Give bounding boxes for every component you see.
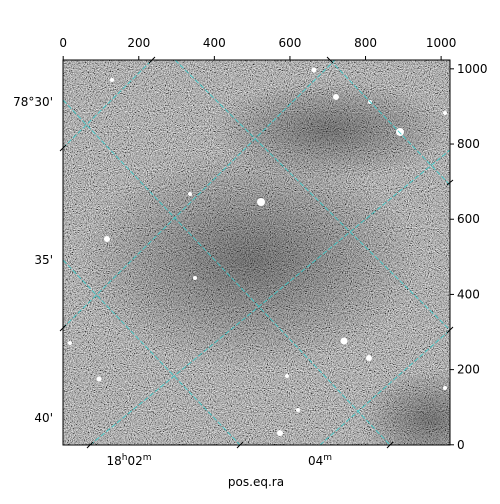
stars (68, 67, 447, 436)
axes-frame (62, 59, 451, 446)
wcs-ticks (59, 56, 454, 449)
y2-tick-label: 0 (457, 438, 465, 452)
ra-number: 18 (106, 454, 121, 468)
sky-image (63, 60, 450, 445)
dec-tick-label: 35' (34, 253, 53, 267)
y2-tick-label: 1000 (457, 62, 488, 76)
x-tick-label: 400 (203, 36, 226, 50)
x-axis-label: pos.eq.ra (228, 475, 284, 489)
x-tick-label: 200 (127, 36, 150, 50)
y2-tick-label: 600 (457, 212, 480, 226)
wcs-grid (63, 60, 450, 445)
ra-number: 02 (127, 454, 142, 468)
ra-unit: h (122, 453, 128, 463)
ra-tick-label: 04m (308, 453, 332, 468)
y2-tick-label: 200 (457, 363, 480, 377)
ra-number: 04 (308, 454, 323, 468)
y2-tick-label: 400 (457, 287, 480, 301)
ra-unit: m (323, 453, 332, 463)
ra-unit: m (143, 453, 152, 463)
x-tick-label: 1000 (426, 36, 457, 50)
x-tick-label: 0 (59, 36, 67, 50)
x-tick-label: 600 (278, 36, 301, 50)
y2-tick-label: 800 (457, 137, 480, 151)
ra-tick-label: 18h02m (106, 453, 151, 468)
dec-tick-label: 40' (34, 411, 53, 425)
dec-tick-label: 78°30' (13, 95, 53, 109)
x-tick-label: 800 (354, 36, 377, 50)
